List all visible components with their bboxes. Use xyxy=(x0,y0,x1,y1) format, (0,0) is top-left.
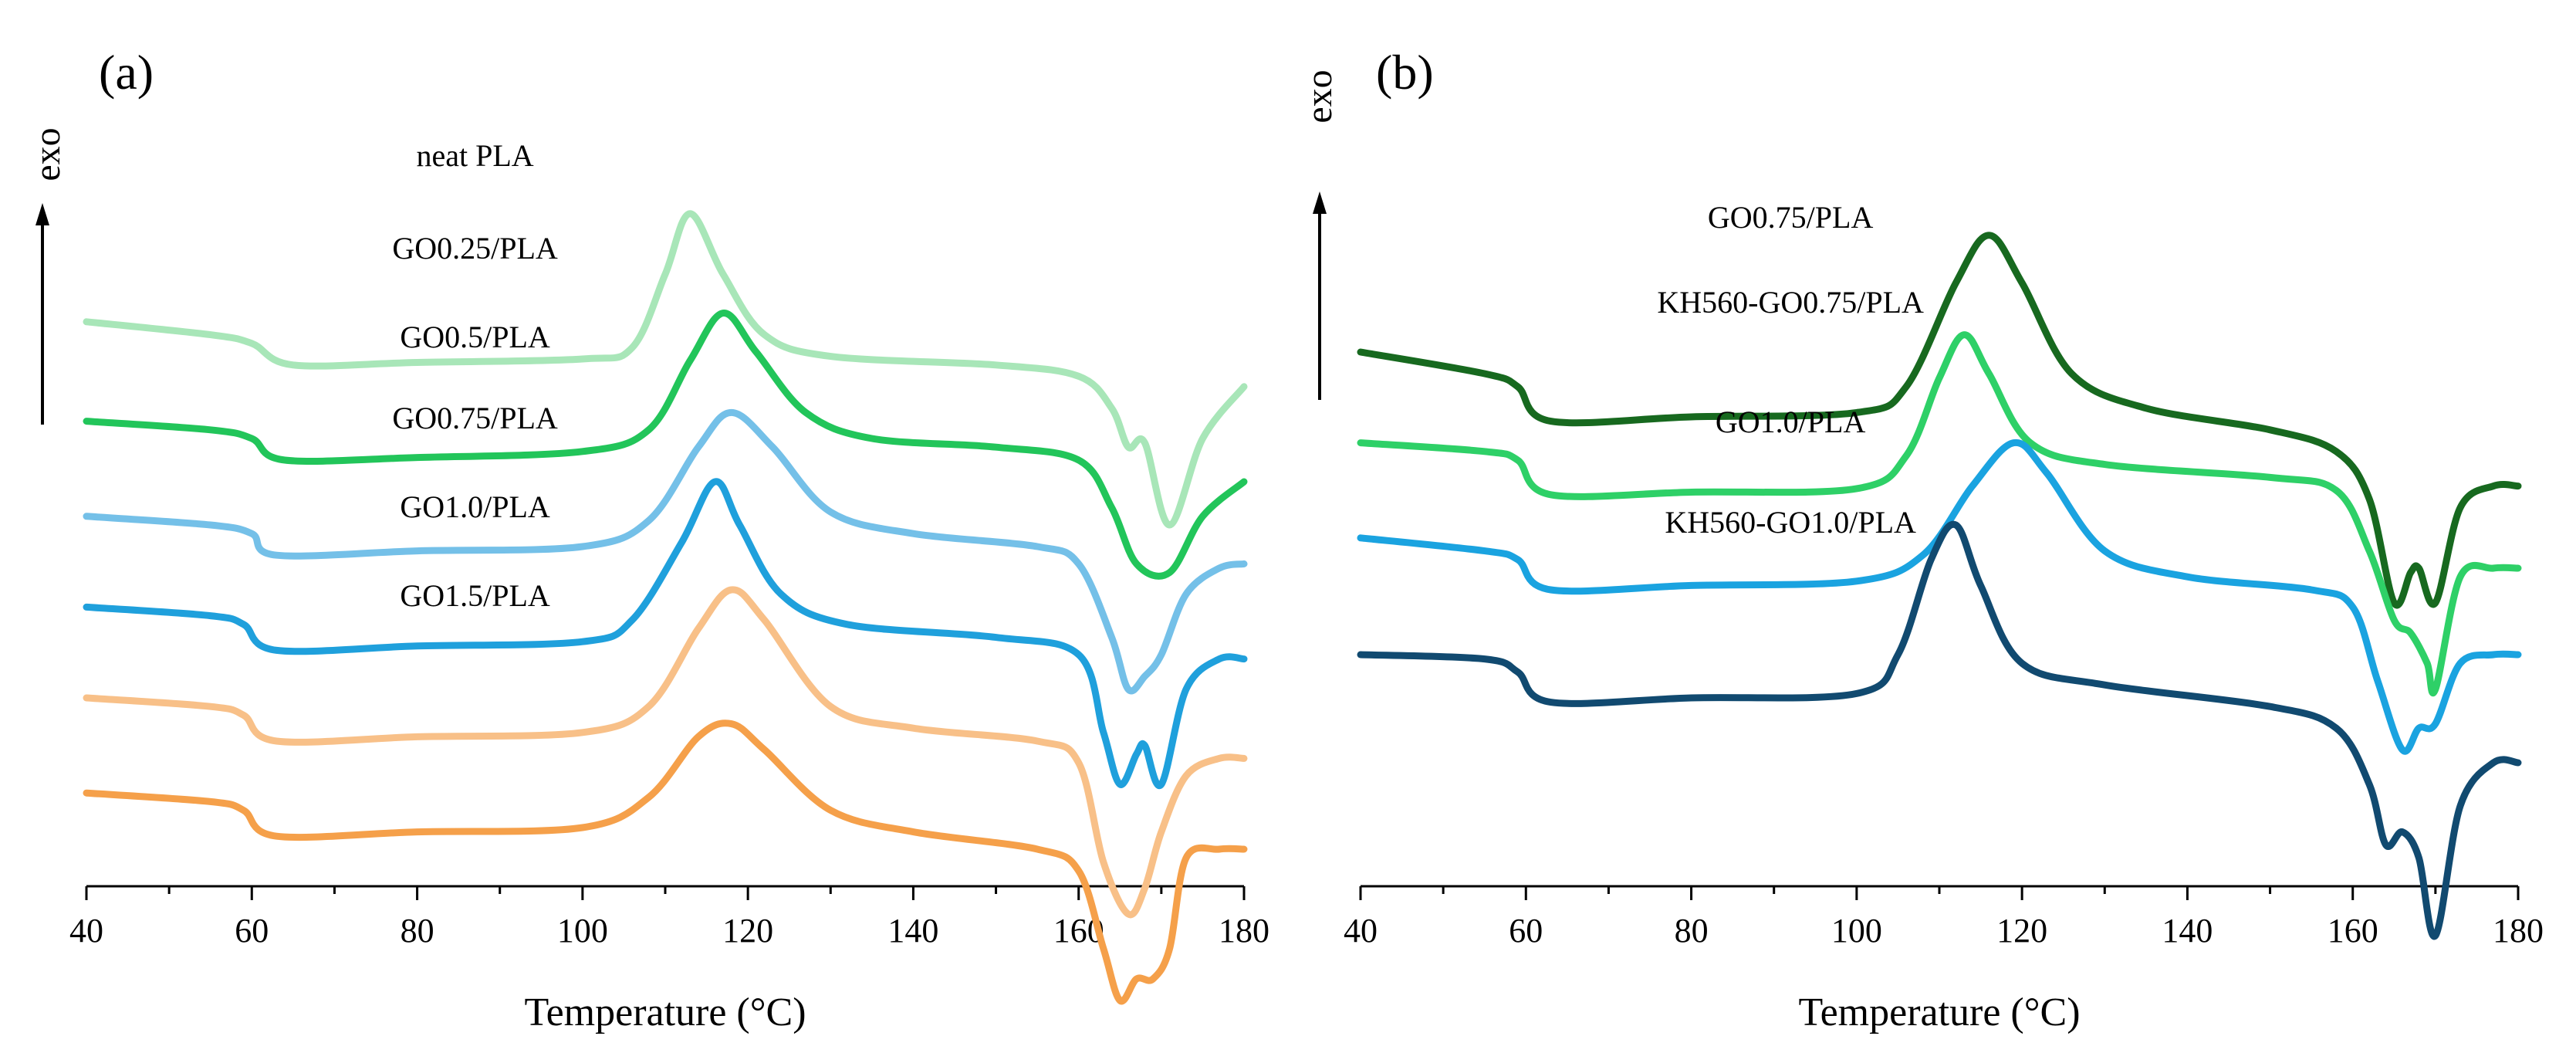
x-tick-label: 100 xyxy=(557,912,608,950)
series-label: GO1.0/PLA xyxy=(1716,405,1866,439)
series-label: neat PLA xyxy=(416,138,533,173)
series-label: GO0.25/PLA xyxy=(392,231,558,266)
series-line xyxy=(83,586,1248,919)
series-label: GO0.75/PLA xyxy=(1708,200,1874,235)
series-line xyxy=(1357,232,2522,609)
series-line xyxy=(83,478,1248,790)
exo-label: exo xyxy=(1299,69,1340,123)
x-tick-label: 60 xyxy=(1509,912,1543,950)
series-line xyxy=(83,719,1248,1005)
series-label: KH560-GO1.0/PLA xyxy=(1665,505,1916,540)
x-tick-label: 180 xyxy=(1219,912,1269,950)
x-tick-label: 120 xyxy=(1996,912,2047,950)
x-tick-label: 40 xyxy=(69,912,103,950)
series-label: GO1.5/PLA xyxy=(400,578,550,613)
x-tick-label: 140 xyxy=(2162,912,2213,950)
panel-a: (a) exo 40 60 80 100 120 140 160 180 neat PLAGO… xyxy=(27,45,1269,1034)
x-ticks: 40 60 80 100 120 140 160 180 xyxy=(1344,886,2544,950)
series-line xyxy=(83,408,1248,695)
x-axis-title: Temperature (°C) xyxy=(524,990,806,1034)
x-tick-label: 80 xyxy=(401,912,434,950)
x-tick-label: 140 xyxy=(887,912,938,950)
x-tick-label: 80 xyxy=(1675,912,1709,950)
x-ticks: 40 60 80 100 120 140 160 180 xyxy=(69,886,1269,950)
series-line xyxy=(1357,520,2522,940)
exo-arrow-head xyxy=(35,203,49,225)
series-line xyxy=(83,210,1248,529)
exo-arrow-head xyxy=(1313,191,1327,214)
series-labels: GO0.75/PLA KH560-GO0.75/PLA GO1.0/PLA KH560… xyxy=(1657,200,1924,540)
panel-b: (b) exo 40 60 80 100 120 140 160 180 GO0.75/PLA… xyxy=(1299,45,2544,1034)
x-axis-title: Temperature (°C) xyxy=(1798,990,2080,1034)
series-label: GO0.5/PLA xyxy=(400,320,550,354)
series-line xyxy=(1357,331,2522,696)
x-tick-label: 100 xyxy=(1831,912,1882,950)
x-tick-label: 180 xyxy=(2493,912,2544,950)
series-label: KH560-GO0.75/PLA xyxy=(1657,285,1924,320)
series-label: GO0.75/PLA xyxy=(392,401,558,435)
panel-label-a: (a) xyxy=(99,45,154,100)
panel-label-b: (b) xyxy=(1376,45,1434,100)
series-labels: neat PLA GO0.25/PLA GO0.5/PLA GO0.75/PLA GO1… xyxy=(392,138,558,613)
x-tick-label: 60 xyxy=(235,912,269,950)
x-tick-label: 120 xyxy=(722,912,773,950)
curves xyxy=(83,210,1248,1005)
series-line xyxy=(83,310,1248,580)
series-line xyxy=(1357,438,2522,755)
curves xyxy=(1357,232,2522,940)
x-tick-label: 40 xyxy=(1344,912,1378,950)
x-tick-label: 160 xyxy=(2328,912,2378,950)
exo-label: exo xyxy=(27,127,68,181)
series-label: GO1.0/PLA xyxy=(400,489,550,524)
